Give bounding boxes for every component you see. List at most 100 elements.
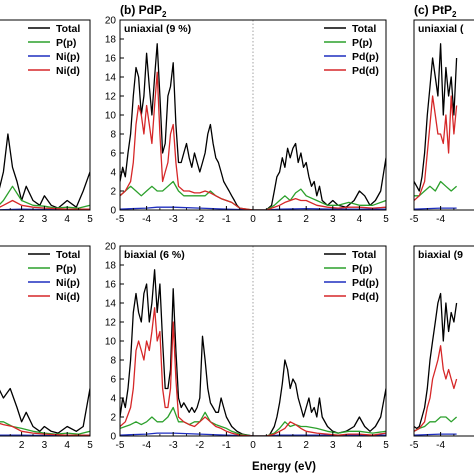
series-lines [0, 387, 90, 436]
y-tick-label: 14 [105, 299, 117, 310]
legend-entry: Pd(p) [352, 51, 379, 63]
x-tick-label: 1 [277, 440, 283, 451]
series-lines [414, 292, 458, 436]
y-tick-label: 14 [105, 73, 117, 84]
series-line-total [414, 43, 458, 192]
series-line-ptd [414, 95, 458, 201]
strain-annotation: biaxial (9 [418, 249, 463, 261]
y-tick-label: 12 [105, 318, 117, 329]
x-tick-label: 5 [87, 214, 93, 225]
strain-annotation: uniaxial (9 %) [124, 23, 191, 35]
legend-entry: Ni(d) [56, 65, 80, 77]
y-tick-label: 6 [110, 149, 116, 160]
series-line-nid [0, 422, 90, 436]
strain-annotation: uniaxial ( [418, 23, 464, 35]
legend-entry: P(p) [352, 263, 372, 275]
x-tick-label: 2 [303, 440, 309, 451]
legend-entry: Total [56, 23, 80, 35]
strain-annotation: biaxial (6 %) [124, 249, 185, 261]
x-tick-label: 0 [250, 214, 256, 225]
y-tick-label: 18 [105, 261, 117, 272]
series-lines [414, 43, 458, 210]
x-tick-label: -4 [436, 214, 445, 225]
legend-entry: Total [56, 249, 80, 261]
y-tick-label: 20 [105, 242, 117, 253]
x-tick-label: -3 [169, 440, 178, 451]
x-tick-label: 3 [42, 214, 48, 225]
panel-c-bottom: -5 -4 biaxial (9 [410, 245, 474, 451]
series-line-pdd [120, 307, 386, 436]
x-tick-label: 4 [357, 214, 363, 225]
series-line-ptd [414, 345, 458, 432]
legend-entry: Ni(p) [56, 277, 80, 289]
x-tick-label: -5 [116, 214, 125, 225]
y-tick-label: 20 [105, 16, 117, 27]
x-tick-label: 5 [87, 440, 93, 451]
series-lines [0, 133, 90, 210]
y-tick-label: 2 [110, 413, 116, 424]
legend-entry: Ni(p) [56, 51, 80, 63]
series-line-pdd [120, 71, 386, 210]
series-line-pp [0, 185, 90, 209]
series-line-nid [0, 199, 90, 210]
y-tick-label: 8 [110, 356, 116, 367]
x-tick-label: 2 [19, 214, 25, 225]
y-tick-label: 4 [110, 168, 116, 179]
x-tick-label: -3 [169, 214, 178, 225]
y-tick-label: 6 [110, 375, 116, 386]
x-tick-label: 2 [303, 214, 309, 225]
x-tick-label: 5 [383, 214, 389, 225]
series-line-total [120, 269, 386, 436]
series-line-ptp [414, 433, 457, 436]
x-tick-label: -1 [222, 214, 231, 225]
panel-b-bottom: -5 -4 -3 -2 -1 0 1 2 3 4 502468101214161820biaxial… [105, 242, 389, 452]
panel-title-subscript: 2 [162, 10, 167, 19]
x-axis-label: Energy (eV) [252, 461, 316, 473]
y-tick-label: 2 [110, 187, 116, 198]
series-line-total [414, 292, 458, 430]
y-tick-label: 0 [110, 206, 116, 217]
x-tick-label: 4 [64, 440, 70, 451]
series-line-pp [414, 416, 458, 432]
y-tick-label: 10 [105, 111, 117, 122]
series-line-ptp [414, 207, 457, 210]
series-line-total [0, 133, 90, 209]
y-tick-label: 16 [105, 280, 117, 291]
y-tick-label: 16 [105, 54, 117, 65]
plot-frame [413, 245, 474, 437]
x-tick-label: -4 [142, 214, 151, 225]
x-tick-label: 2 [19, 440, 25, 451]
x-tick-label: 0 [250, 440, 256, 451]
legend-entry: P(p) [352, 37, 372, 49]
x-tick-label: 3 [330, 214, 336, 225]
x-tick-label: -1 [222, 440, 231, 451]
panel-a-top: 2 3 4 5 Total P(p) Ni(p) Ni(d) [0, 19, 93, 225]
x-tick-label: 5 [383, 440, 389, 451]
y-tick-label: 8 [110, 130, 116, 141]
x-tick-label: -4 [436, 440, 445, 451]
series-lines [120, 43, 386, 210]
series-line-pp [0, 421, 90, 435]
legend-entry: Pd(d) [352, 65, 379, 77]
y-tick-label: 18 [105, 35, 117, 46]
plot-frame [413, 19, 474, 211]
x-tick-label: 4 [64, 214, 70, 225]
x-tick-label: -2 [195, 214, 204, 225]
series-line-total [0, 387, 90, 434]
x-tick-label: -2 [195, 440, 204, 451]
panel-a-bottom: 2 3 4 5 Total P(p) Ni(p) Ni(d) [0, 245, 93, 451]
x-tick-label: -4 [142, 440, 151, 451]
series-line-pp [414, 180, 458, 197]
legend-entry: P(p) [56, 263, 76, 275]
panel-title: (c) PtP2 [414, 3, 457, 19]
x-tick-label: 4 [357, 440, 363, 451]
x-tick-label: -5 [410, 214, 419, 225]
legend-entry: Total [352, 23, 376, 35]
series-line-total [120, 43, 386, 210]
plot-frame [0, 19, 91, 211]
plot-frame [0, 245, 91, 437]
panel-title-subscript: 2 [452, 10, 457, 19]
panel-c-top: -5 -4 (c) PtP2 uniaxial ( [410, 3, 474, 225]
